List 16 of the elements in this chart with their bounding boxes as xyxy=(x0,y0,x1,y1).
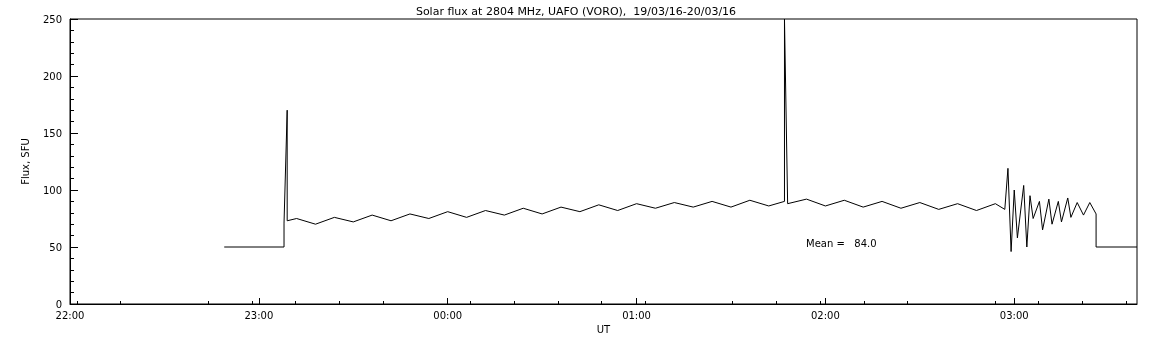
x-tick-label: 22:00 xyxy=(55,309,85,321)
y-tick-label: 50 xyxy=(49,241,62,253)
x-axis-title: UT xyxy=(596,324,612,336)
chart-title: Solar flux at 2804 MHz, UAFO (VORO), 19/03/16-20/03/16 xyxy=(415,5,737,18)
y-tick-label: 200 xyxy=(42,70,62,82)
x-tick-label: 02:00 xyxy=(810,309,840,321)
annotation: Mean = 84.0 xyxy=(806,237,877,249)
x-tick-label: 23:00 xyxy=(244,309,274,321)
y-tick-label: 0 xyxy=(55,298,62,310)
y-tick-label: 100 xyxy=(42,184,62,196)
x-tick-label: 00:00 xyxy=(433,309,463,321)
y-axis-title: Flux, SFU xyxy=(19,138,31,185)
x-tick-label: 01:00 xyxy=(622,309,651,321)
y-tick-label: 150 xyxy=(42,127,62,139)
x-tick-label: 03:00 xyxy=(999,309,1029,321)
y-tick-label: 250 xyxy=(42,13,62,25)
